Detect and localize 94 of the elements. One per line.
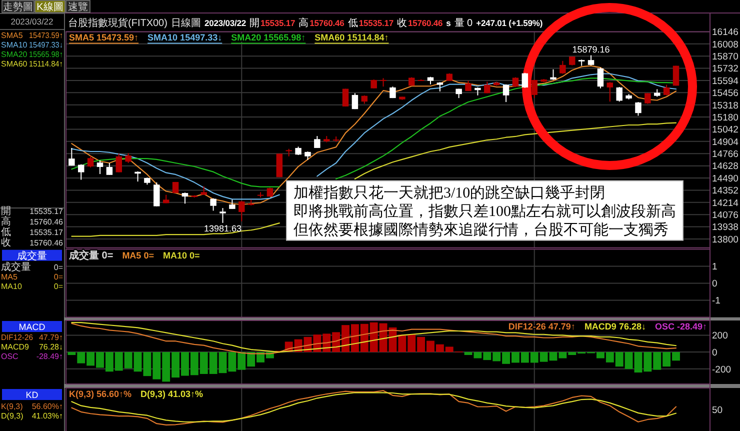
text: 2023/03/22: [204, 18, 246, 28]
text: 15535.17: [30, 228, 64, 237]
y-tick-label: 14628: [712, 161, 738, 172]
legend: K(9,3) 56.60↑% D(9,3) 41.03↑%: [69, 389, 204, 399]
y-tick-label: 16146: [712, 27, 738, 38]
annotation: 但依然要根據國際情勢來追蹤行情，台股不可能一支獨秀: [294, 221, 668, 238]
text: 開: [1, 206, 11, 217]
text: 2023/03/22: [10, 16, 54, 26]
y-tick-label: 1: [712, 262, 718, 273]
text: 收: [396, 18, 407, 29]
y-tick-label: 13800: [712, 234, 738, 246]
text: SMA10 15497.33↓: [148, 32, 222, 43]
text: MACD9: [1, 342, 30, 352]
text: 0=: [54, 272, 64, 282]
text: 15114.84↑: [29, 60, 66, 68]
y-tick-label: 0: [712, 347, 718, 358]
annotation: 即將挑戰前高位置，指數只差100點左右就可以創波段新高: [294, 202, 676, 220]
text: 41.03%↑: [32, 412, 63, 420]
text: 15760.46: [30, 218, 64, 226]
text: SMA10: [1, 40, 28, 50]
y-tick-label: 15042: [712, 124, 738, 136]
y-tick-label: -200: [712, 364, 732, 376]
note: 加權指數只花一天就把3/10的跳空缺口幾乎封閉 即將挑戰前高位置，指數只差100點左右就可以創波段新高 但依然要根據國際情勢來追蹤行情，台股不可能一支獨秀: [286, 180, 684, 241]
text: 成交量: [1, 261, 31, 273]
text: 15497.33↓: [29, 40, 66, 50]
legend: DIF12-26 47.79↑ MACD9 76.28↓: [508, 322, 646, 332]
annotation: 50: [712, 404, 723, 416]
y-tick-label: 14490: [712, 173, 738, 184]
text: DIF12-26: [1, 333, 34, 342]
text: 15760.46: [30, 238, 64, 248]
text: 低: [1, 227, 11, 238]
text: OSC: [1, 352, 19, 361]
y-tick-label: 14904: [712, 136, 738, 148]
text: 量 0: [454, 18, 474, 29]
annotation: MA10 0=: [162, 250, 200, 260]
text: SMA5 15473.59↑: [69, 32, 139, 43]
text: 高: [1, 216, 11, 228]
text: -28.49↑: [36, 352, 63, 361]
text: MA10: [1, 282, 22, 291]
text: 15535.17: [358, 18, 394, 28]
y-tick-label: 16008: [712, 39, 738, 50]
text: 高: [298, 16, 309, 29]
y-tick-label: -1: [712, 296, 720, 307]
y-tick-label: 14214: [712, 198, 738, 209]
annotation: 13981.63: [204, 223, 242, 234]
text: 15760.46: [310, 18, 345, 28]
text: 收: [1, 238, 11, 248]
y-tick-label: 15318: [712, 100, 738, 112]
text: 15473.59↑: [29, 31, 66, 40]
y-tick-label: 14766: [712, 149, 738, 160]
text: SMA5: [1, 31, 24, 40]
tab: 速覽: [66, 0, 90, 13]
annotation: 加權指數只花一天就把3/10的跳空缺口幾乎封閉: [294, 184, 606, 202]
text: 開: [250, 18, 260, 29]
y-tick-label: 15456: [712, 88, 738, 100]
text: s: [446, 18, 452, 28]
y-tick-label: 15180: [712, 112, 738, 124]
text: 47.79↑: [38, 333, 63, 342]
y-tick-label: 15594: [712, 76, 738, 87]
text: 56.60%↑: [32, 402, 63, 411]
text: 15565.98↑: [29, 50, 66, 59]
text: 15760.46: [408, 18, 443, 28]
text: D(9,3): [1, 412, 24, 420]
text: SMA20: [1, 50, 28, 59]
text: MA5: [1, 272, 18, 282]
annotation: OSC -28.49↑: [654, 322, 707, 332]
annotation: 15879.16: [572, 44, 610, 54]
y-tick-label: 14352: [712, 186, 738, 197]
y-tick-label: 200: [712, 330, 728, 342]
y-tick-label: 0: [712, 278, 718, 290]
text: 76.28↓: [38, 342, 63, 352]
text: 0=: [54, 263, 64, 272]
section-header: MACD: [2, 321, 62, 332]
y-tick-label: 15732: [712, 64, 738, 75]
text: 15535.17: [260, 18, 296, 28]
text: 日線圖: [170, 18, 201, 29]
section-header: KD: [2, 389, 62, 400]
text: 15535.17: [30, 207, 64, 216]
text: SMA60: [1, 60, 28, 68]
annotation: 成交量 0=: [69, 250, 114, 262]
text: K(9,3): [1, 402, 24, 411]
text: SMA20 15565.98↑: [231, 32, 306, 43]
y-tick-label: 14076: [712, 210, 738, 221]
text: SMA60 15114.84↑: [314, 32, 389, 43]
tab: 走勢圖: [2, 0, 34, 13]
section-header: 成交量: [2, 250, 62, 262]
y-tick-label: 15870: [712, 51, 738, 62]
annotation: MA5 0=: [122, 250, 154, 260]
text: 低: [348, 18, 358, 29]
y-tick-label: 13938: [712, 222, 738, 234]
text: 台股指數現貨(FITX00): [68, 16, 168, 29]
text: +247.01 (+1.59%): [476, 18, 543, 28]
tab: K線圖: [34, 0, 66, 13]
text: 0=: [54, 282, 64, 291]
